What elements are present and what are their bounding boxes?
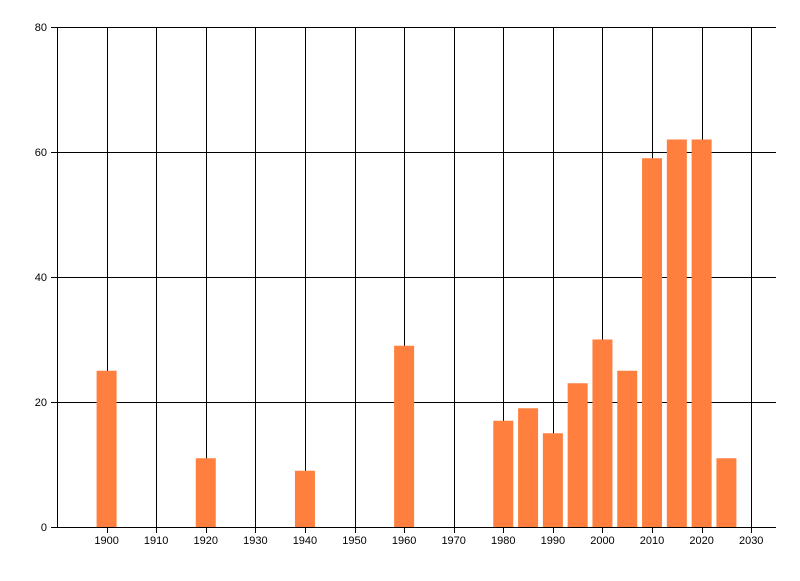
bar-1940: [294, 470, 315, 527]
x-tick-label: 2010: [640, 535, 664, 547]
axes: [57, 27, 776, 528]
bar-1980: [493, 420, 514, 527]
x-tick-label: 1970: [441, 535, 465, 547]
y-axis-ticks: 0 20 40 60 80: [35, 22, 57, 534]
y-tick-label: 60: [35, 147, 47, 159]
y-tick-label: 20: [35, 397, 47, 409]
x-tick-label: 1900: [94, 535, 118, 547]
y-tick-label: 0: [41, 522, 47, 534]
x-tick-label: 1990: [541, 535, 565, 547]
bar-2010: [642, 158, 663, 527]
x-tick-label: 1920: [194, 535, 218, 547]
bar-1900: [96, 370, 117, 527]
bar-2015: [666, 139, 687, 527]
y-tick-label: 80: [35, 22, 47, 34]
x-tick-label: 2030: [739, 535, 763, 547]
x-tick-label: 1940: [293, 535, 317, 547]
bar-1985: [518, 408, 539, 527]
x-tick-label: 1950: [342, 535, 366, 547]
x-tick-label: 1980: [491, 535, 515, 547]
bar-2000: [592, 339, 613, 527]
x-tick-label: 2000: [590, 535, 614, 547]
x-tick-label: 1960: [392, 535, 416, 547]
x-axis-ticks: 1900 1910 1920 1930 1940 1950 1960 1970 1980 1990…: [94, 527, 763, 547]
bar-2005: [617, 370, 638, 527]
bar-1995: [567, 383, 588, 527]
bars: [96, 139, 737, 527]
bar-2020: [691, 139, 712, 527]
bar-2025: [716, 458, 737, 527]
bar-1990: [542, 433, 563, 527]
x-tick-label: 1930: [243, 535, 267, 547]
bar-1920: [195, 458, 216, 527]
bar-1960: [394, 345, 415, 527]
x-tick-label: 2020: [689, 535, 713, 547]
x-tick-label: 1910: [144, 535, 168, 547]
y-tick-label: 40: [35, 272, 47, 284]
